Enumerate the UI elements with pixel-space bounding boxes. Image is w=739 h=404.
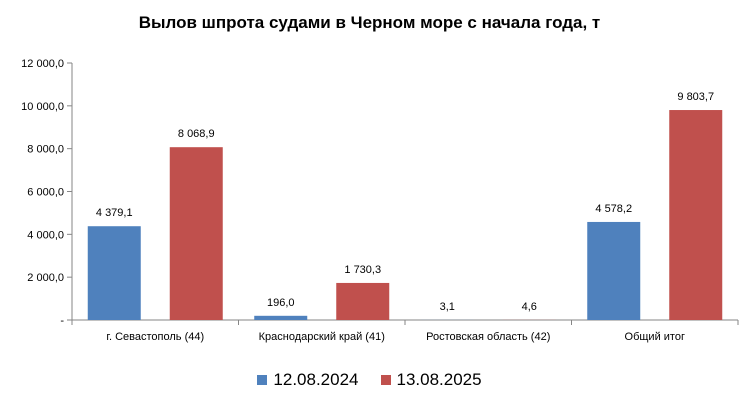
bar-series-1 (87, 226, 141, 320)
data-label-series-1: 3,1 (440, 301, 455, 313)
y-tick-label: 10 000,0 (21, 101, 64, 113)
x-tick-label: г. Севастополь (44) (106, 331, 204, 343)
legend-label-series-1: 12.08.2024 (273, 370, 359, 389)
data-label-series-2: 1 730,3 (344, 264, 381, 276)
data-label-series-1: 196,0 (267, 297, 295, 309)
y-tick-label: 6 000,0 (27, 187, 64, 199)
y-tick-label: 8 000,0 (27, 144, 64, 156)
data-label-series-2: 8 068,9 (178, 128, 215, 140)
y-tick-label: 2 000,0 (27, 272, 64, 284)
x-tick-label: Краснодарский край (41) (259, 331, 385, 343)
data-label-series-1: 4 379,1 (96, 207, 133, 219)
bar-series-2 (669, 110, 723, 321)
bar-series-1 (587, 221, 641, 320)
y-tick-label: 12 000,0 (21, 58, 64, 70)
legend-label-series-2: 13.08.2025 (396, 370, 482, 389)
legend-item-series-2: 13.08.2025 (380, 370, 482, 390)
bar-series-1 (254, 315, 308, 320)
x-tick-label: Ростовская область (42) (426, 331, 550, 343)
y-tick-label: 4 000,0 (27, 229, 64, 241)
legend-swatch-series-1 (257, 375, 268, 385)
data-label-series-1: 4 578,2 (595, 203, 632, 215)
legend-swatch-series-2 (380, 375, 391, 385)
chart-title: Вылов шпрота судами в Черном море с нача… (138, 13, 601, 32)
bar-series-2 (169, 147, 223, 320)
data-label-series-2: 9 803,7 (677, 91, 714, 103)
y-tick-label: - (60, 315, 64, 327)
bar-series-2 (336, 282, 390, 320)
legend-item-series-1: 12.08.2024 (257, 370, 359, 390)
data-label-series-2: 4,6 (522, 301, 537, 313)
x-tick-label: Общий итог (625, 331, 685, 343)
legend: 12.08.2024 13.08.2025 (0, 370, 739, 390)
